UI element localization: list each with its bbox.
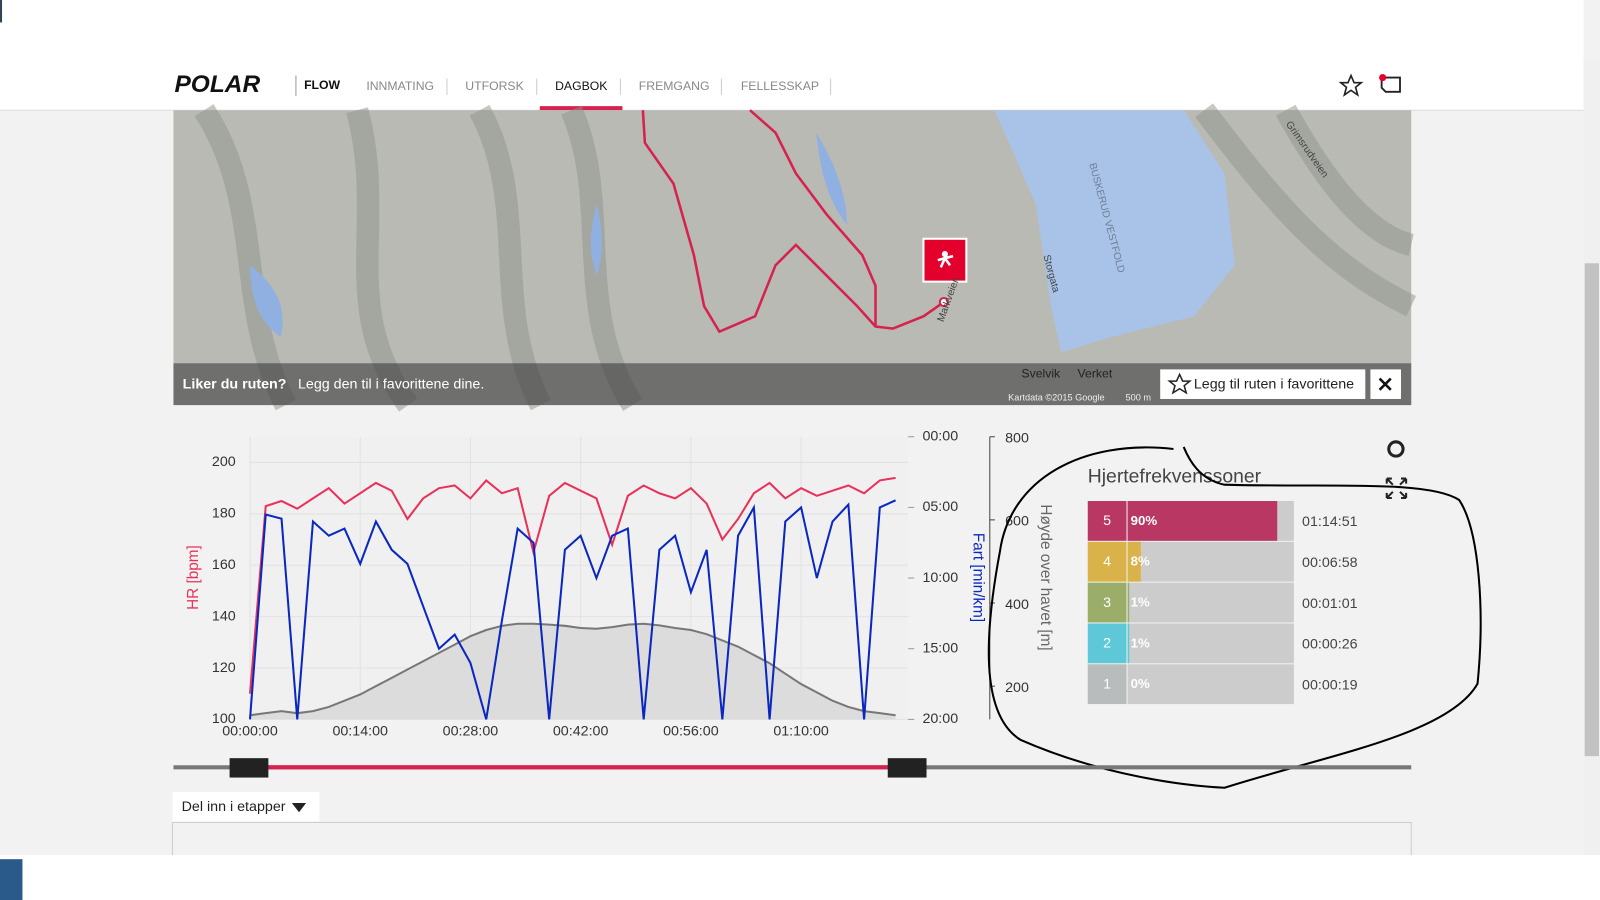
split-label: Del inn i etapper <box>182 799 286 815</box>
settings-icon[interactable] <box>1387 440 1405 458</box>
favorites-icon[interactable] <box>1338 73 1364 97</box>
annotation-circle <box>987 446 1482 789</box>
scale: 500 m <box>1126 392 1152 402</box>
nav-item[interactable]: FREMGANG <box>639 79 710 93</box>
chart: 00:00:00 00:14:00 00:28:00 00:42:00 00:56:00… <box>185 429 1054 740</box>
y2-tick-label: 10:00 <box>922 570 958 586</box>
zone-badge <box>1087 664 1127 705</box>
y-tick-label: 100 <box>212 711 236 727</box>
end-marker <box>938 296 949 308</box>
y3-tick-label: 400 <box>1005 597 1029 613</box>
zone-track <box>1127 664 1294 705</box>
zone-time: 00:00:19 <box>1302 677 1358 693</box>
zone-time: 00:00:26 <box>1302 637 1358 653</box>
zone-time: 00:06:58 <box>1302 555 1358 571</box>
zone-badge <box>1087 623 1127 664</box>
nav-item[interactable]: DAGBOK <box>555 79 608 93</box>
zone-badge <box>1087 582 1127 623</box>
runner-icon <box>937 254 954 268</box>
y3-axis-label: Høyde over havet [m] <box>1037 504 1054 650</box>
nav-item[interactable]: UTFORSK <box>465 79 524 93</box>
x-tick-label: 00:14:00 <box>332 723 388 739</box>
notification <box>1379 73 1387 82</box>
fjord <box>994 110 1235 353</box>
dropdown-icon <box>291 803 307 813</box>
zone-number: 2 <box>1103 636 1111 652</box>
zone-time: 00:01:01 <box>1302 596 1358 612</box>
sync-icon[interactable] <box>1380 76 1401 93</box>
zone-number: 3 <box>1103 595 1111 611</box>
zone-bar <box>1127 582 1130 623</box>
prompt-bold: Liker du ruten? <box>183 376 287 392</box>
copyright: Kartdata ©2015 Google <box>1008 392 1105 402</box>
zone-number: 1 <box>1103 676 1111 692</box>
fullscreen-icon[interactable] <box>1385 477 1408 499</box>
y2-axis-label: Fart [min/km] <box>970 533 987 622</box>
y-tick-label: 140 <box>212 608 236 624</box>
y-tick-label: 160 <box>212 557 236 573</box>
zone-track <box>1127 623 1294 664</box>
x-tick-label: 00:28:00 <box>443 723 499 739</box>
zone-bar <box>1127 623 1130 664</box>
favorite-button[interactable] <box>1160 369 1366 399</box>
y2-tick-label: 15:00 <box>922 640 958 656</box>
place-label: Svelvik <box>1021 367 1061 381</box>
nav-item[interactable]: INNMATING <box>366 79 434 93</box>
x-tick-label: 01:10:00 <box>773 723 829 739</box>
taskbar <box>0 855 1600 900</box>
product: FLOW <box>304 78 340 92</box>
y-tick-label: 120 <box>212 660 236 676</box>
zone-percent: 1% <box>1131 635 1150 650</box>
zone-time: 01:14:51 <box>1302 514 1358 530</box>
x-tick-label: 00:56:00 <box>663 723 719 739</box>
favorite-button-label: Legg til ruten i favorittene <box>1194 376 1354 392</box>
slider-handle[interactable] <box>229 758 269 778</box>
y3-tick-label: 800 <box>1005 431 1029 447</box>
y-tick-label: 200 <box>212 454 236 470</box>
route <box>641 109 945 334</box>
zone-number: 5 <box>1103 513 1111 529</box>
slider-handle[interactable] <box>887 758 927 778</box>
map: BUSKERUD VESTFOLD Storgata Markveien Gri… <box>173 103 1417 412</box>
window-edge <box>0 0 3 23</box>
zone-bar <box>1127 541 1141 582</box>
zone-badge <box>1087 501 1127 541</box>
y2-tick-label: 20:00 <box>922 711 958 727</box>
logo[interactable]: POLAR <box>174 71 260 98</box>
line <box>249 622 896 717</box>
runner-icon <box>941 251 948 258</box>
zone-track <box>1127 541 1294 582</box>
y2-tick-label: 05:00 <box>922 499 958 515</box>
x-tick-label: 00:42:00 <box>553 723 609 739</box>
zone-percent: 90% <box>1131 513 1158 528</box>
zone-number: 4 <box>1103 554 1111 570</box>
zone-track <box>1127 582 1294 623</box>
y3-tick-label: 200 <box>1005 680 1029 696</box>
start-button[interactable] <box>0 859 23 900</box>
nav-item[interactable]: FELLESSKAP <box>741 79 819 93</box>
zone-badge <box>1087 541 1127 582</box>
line <box>248 499 897 720</box>
nav-bar <box>0 61 1584 111</box>
zone-bar <box>1127 501 1278 541</box>
line <box>248 476 896 694</box>
area <box>250 623 896 720</box>
y-axis-label: HR [bpm] <box>185 545 202 610</box>
place-label: Verket <box>1078 367 1113 381</box>
y2-tick-label: 00:00 <box>922 429 958 445</box>
y-tick-label: 180 <box>212 506 236 522</box>
prompt: Legg den til i favorittene dine. <box>298 376 484 392</box>
window-top <box>0 0 1584 62</box>
zones: 5 90% 01:14:51 4 8% 00:06:58 3 1% 00:01:01 2 1% 00:… <box>1087 501 1358 705</box>
zone-percent: 8% <box>1131 554 1150 569</box>
star-icon <box>1167 372 1192 395</box>
zone-percent: 0% <box>1131 676 1150 691</box>
x-tick-label: 00:00:00 <box>222 723 278 739</box>
scroll-thumb[interactable] <box>1584 263 1599 757</box>
close-icon <box>1378 377 1392 391</box>
zone-percent: 1% <box>1131 595 1150 610</box>
